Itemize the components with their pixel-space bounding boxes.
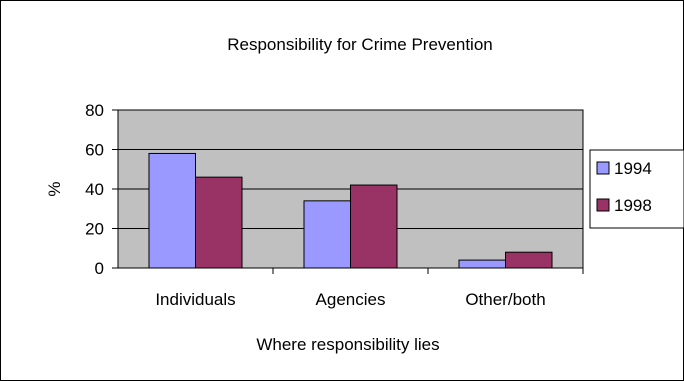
bar-1998-individuals — [195, 176, 243, 269]
bar-1998-other-both — [505, 251, 553, 269]
legend-swatch-1994 — [596, 161, 610, 175]
bars — [148, 152, 553, 269]
y-axis-label: % — [45, 181, 64, 196]
y-tick-label: 60 — [85, 141, 104, 160]
axes — [112, 109, 584, 274]
bar-1994-other-both — [458, 259, 506, 269]
x-tick-label: Agencies — [316, 290, 386, 309]
y-tick-label: 80 — [85, 101, 104, 120]
legend: 1994 1998 — [589, 149, 684, 229]
y-tick-label: 0 — [95, 259, 104, 278]
x-tick-label: Individuals — [155, 290, 235, 309]
y-tick-label: 40 — [85, 180, 104, 199]
legend-label-1994: 1994 — [614, 159, 652, 178]
bar-1998-agencies — [350, 184, 398, 269]
legend-label-1998: 1998 — [614, 196, 652, 215]
x-axis-label: Where responsibility lies — [256, 335, 439, 354]
y-tick-labels: 0 20 40 60 80 — [85, 101, 104, 278]
bar-1994-individuals — [148, 152, 196, 269]
x-tick-labels: Individuals Agencies Other/both — [155, 290, 545, 309]
legend-swatch-1998 — [596, 198, 610, 212]
y-tick-label: 20 — [85, 220, 104, 239]
bar-1994-agencies — [303, 200, 351, 269]
x-tick-label: Other/both — [465, 290, 545, 309]
chart-title: Responsibility for Crime Prevention — [227, 35, 493, 54]
